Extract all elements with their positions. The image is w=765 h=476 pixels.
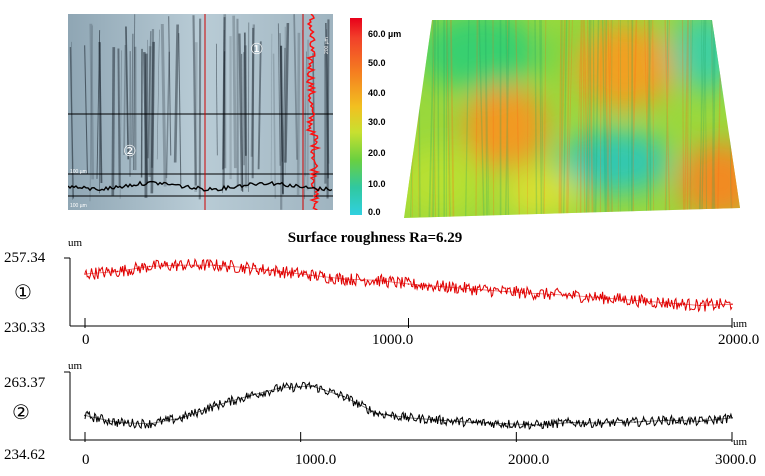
profile-data-point xyxy=(440,285,442,288)
profile-data-point xyxy=(148,422,151,425)
chart1-marker: ① xyxy=(14,280,32,304)
profile-data-point xyxy=(698,304,701,307)
chart2-xtick: 1000.0 xyxy=(295,452,337,468)
micrograph-image: ① ② 100 µm 100 µm 200 µm xyxy=(68,14,333,210)
profile-data-point xyxy=(84,414,86,417)
scale-label: 200 µm xyxy=(324,37,330,54)
colorbar-tick: 60.0 µm xyxy=(368,29,402,39)
profile-roughness-trace xyxy=(84,257,733,313)
colorbar-tick: 10.0 xyxy=(368,179,386,189)
scale-label: 100 µm xyxy=(70,203,87,209)
profile-data-point xyxy=(213,264,216,266)
chart1-xtick: 2000.0 xyxy=(718,332,760,348)
region-label-1: ① xyxy=(250,41,263,58)
chart2-xtick: 3000.0 xyxy=(715,452,757,468)
profile-data-point xyxy=(310,385,313,387)
profile-data-point xyxy=(213,405,216,407)
chart2-ymin-label: 234.62 xyxy=(4,447,46,463)
profile-data-point xyxy=(116,270,119,273)
profile-data-point xyxy=(375,279,377,282)
profile-data-point xyxy=(504,422,507,425)
profile-data-point xyxy=(634,421,636,423)
profile-data-point xyxy=(310,274,313,277)
vertical-profile-trace xyxy=(305,14,322,210)
profile-data-point xyxy=(375,412,377,414)
profile-data-point xyxy=(278,387,280,390)
profile-data-point xyxy=(601,297,604,299)
profile-data-point xyxy=(245,395,248,398)
colorbar-tick: 0.0 xyxy=(368,207,381,217)
profile-data-point xyxy=(569,294,572,297)
height-colorbar xyxy=(350,18,362,215)
profile-data-point xyxy=(181,264,183,266)
profile-data-point xyxy=(504,290,507,293)
profile-data-point xyxy=(440,419,442,421)
chart2-marker: ② xyxy=(12,400,30,424)
chart2-ymax-label: 263.37 xyxy=(4,375,46,391)
profile-data-point xyxy=(698,420,701,423)
profile-data-point xyxy=(84,273,86,275)
colorbar-tick: 50.0 xyxy=(368,58,386,68)
colorbar-tick: 30.0 xyxy=(368,117,386,127)
horizontal-profile-trace xyxy=(68,180,333,192)
profile-data-point xyxy=(343,395,345,398)
profile-data-point xyxy=(731,417,733,419)
colorbar-tick: 40.0 xyxy=(368,88,386,98)
region-label-2: ② xyxy=(123,143,136,160)
profile-data-point xyxy=(666,419,669,421)
profile-data-point xyxy=(181,417,183,419)
profile-data-point xyxy=(116,421,119,424)
chart2-y-unit: um xyxy=(68,360,83,372)
profile-data-point xyxy=(569,421,572,424)
colorbar-tick: 20.0 xyxy=(368,148,386,158)
profile-roughness-trace xyxy=(84,381,733,431)
profile-chart-2 xyxy=(64,371,733,442)
chart1-xtick: 1000.0 xyxy=(372,332,414,348)
scale-label: 100 µm xyxy=(70,169,87,175)
chart-title: Surface roughness Ra=6.29 xyxy=(287,230,463,246)
profile-data-point xyxy=(407,417,410,419)
chart1-ymin-label: 230.33 xyxy=(4,320,46,336)
chart1-xtick: 0 xyxy=(82,332,90,348)
profile-data-point xyxy=(472,288,475,290)
profile-data-point xyxy=(537,424,539,426)
profile-data-point xyxy=(343,278,345,280)
profile-data-point xyxy=(148,265,151,268)
profile-data-point xyxy=(601,422,604,424)
profile-series-line xyxy=(84,264,733,306)
profile-data-point xyxy=(472,421,475,424)
chart2-x-unit: um xyxy=(733,436,748,448)
chart1-ymax-label: 257.34 xyxy=(4,250,46,266)
profile-data-point xyxy=(731,303,733,305)
profile-data-point xyxy=(537,292,539,295)
profile-data-point xyxy=(407,283,410,285)
surface-height-map xyxy=(404,20,740,218)
profile-data-point xyxy=(278,270,280,273)
chart1-x-unit: um xyxy=(733,318,748,330)
profile-chart-1 xyxy=(64,257,733,328)
profile-data-point xyxy=(245,266,248,269)
profile-data-point xyxy=(634,299,636,302)
chart1-y-unit: um xyxy=(68,237,83,249)
chart2-xtick: 0 xyxy=(82,452,90,468)
profile-data-point xyxy=(666,302,669,304)
chart2-xtick: 2000.0 xyxy=(508,452,550,468)
